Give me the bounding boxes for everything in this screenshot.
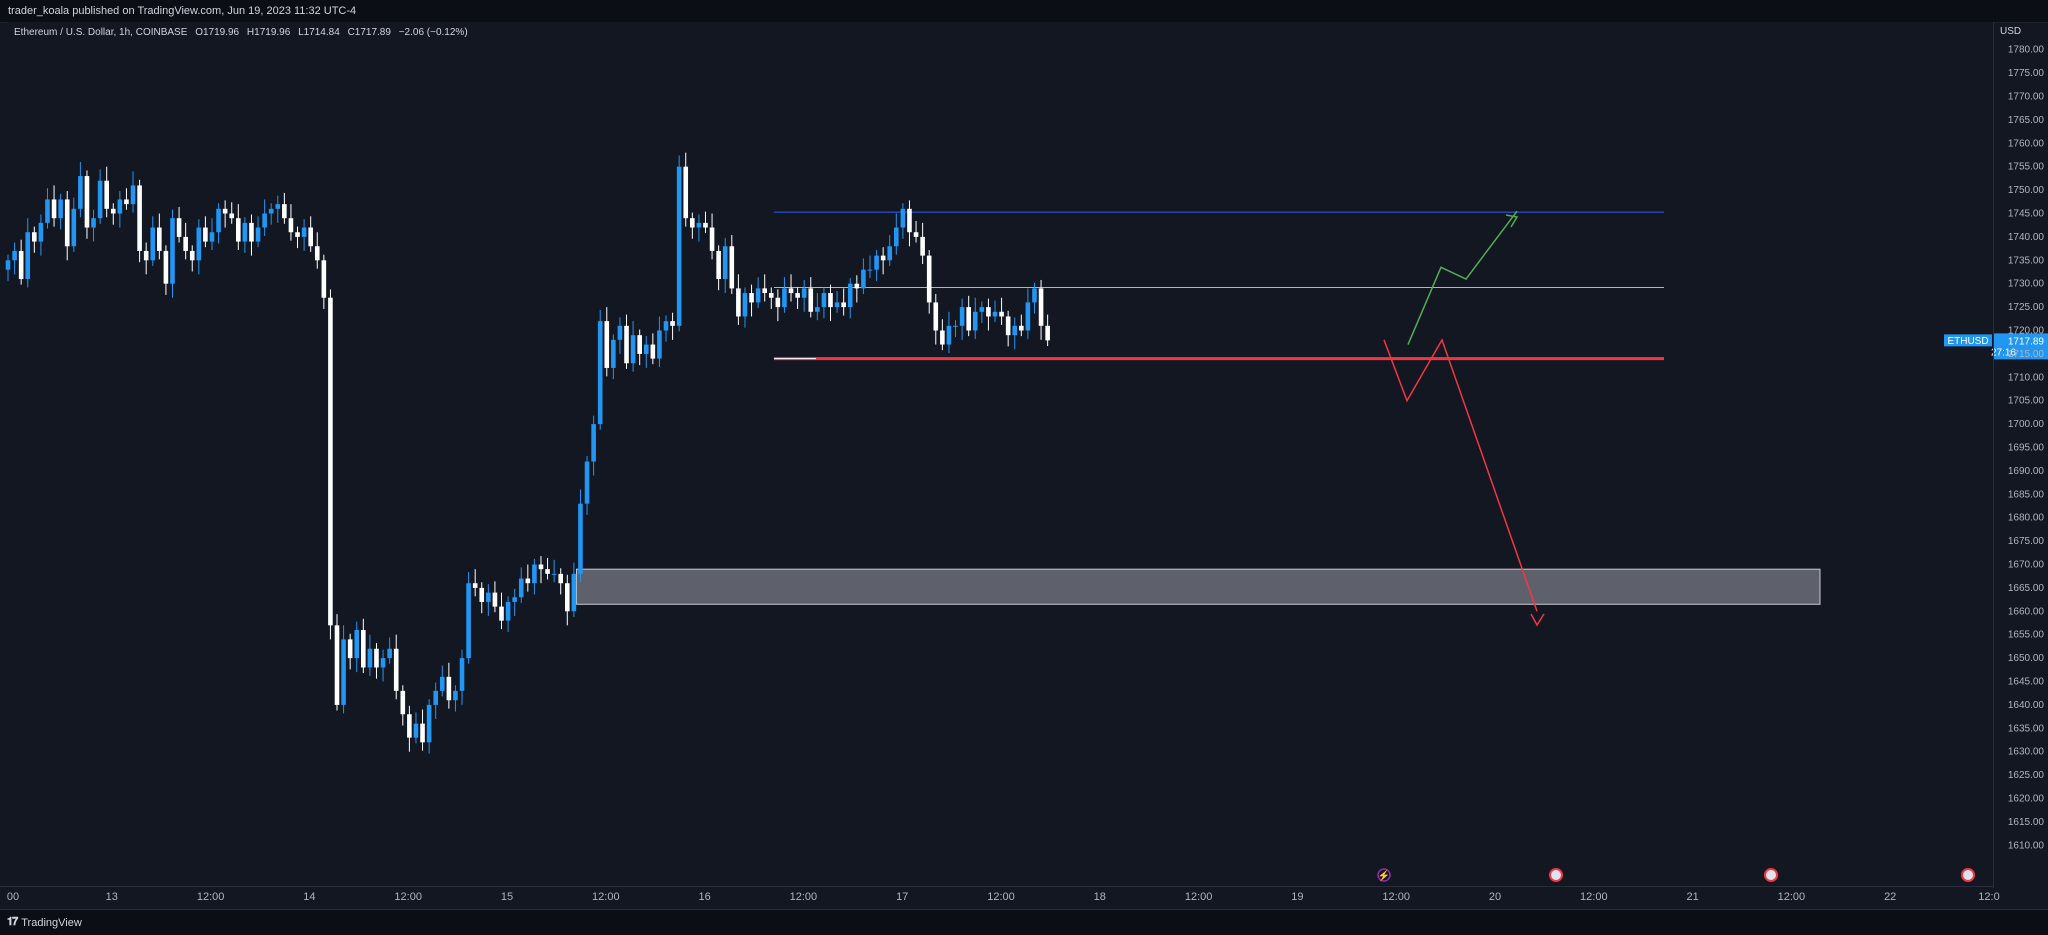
time-axis[interactable]	[0, 886, 1993, 910]
high-value: H1719.96	[246, 27, 291, 38]
price-axis[interactable]	[1993, 22, 2048, 888]
open-value: O1719.96	[195, 27, 240, 38]
brand-name: TradingView	[21, 916, 82, 929]
symbol-description[interactable]: Ethereum / U.S. Dollar, 1h, COINBASE	[14, 27, 188, 38]
low-value: L1714.84	[298, 27, 340, 38]
ohlc-legend: Ethereum / U.S. Dollar, 1h, COINBASE O17…	[14, 27, 473, 38]
tradingview-mark-icon: 𝟏𝟕	[7, 916, 18, 928]
publisher-bar: trader_koala published on TradingView.co…	[0, 0, 2048, 23]
change-value: −2.06 (−0.12%)	[398, 27, 468, 38]
currency-label[interactable]: USD	[2000, 26, 2022, 37]
footer-bar: 𝟏𝟕 TradingView	[0, 909, 2048, 935]
tradingview-logo[interactable]: 𝟏𝟕 TradingView	[7, 916, 82, 929]
close-value: C1717.89	[347, 27, 391, 38]
publisher-line: trader_koala published on TradingView.co…	[8, 5, 357, 17]
chart-area[interactable]	[8, 22, 1993, 888]
